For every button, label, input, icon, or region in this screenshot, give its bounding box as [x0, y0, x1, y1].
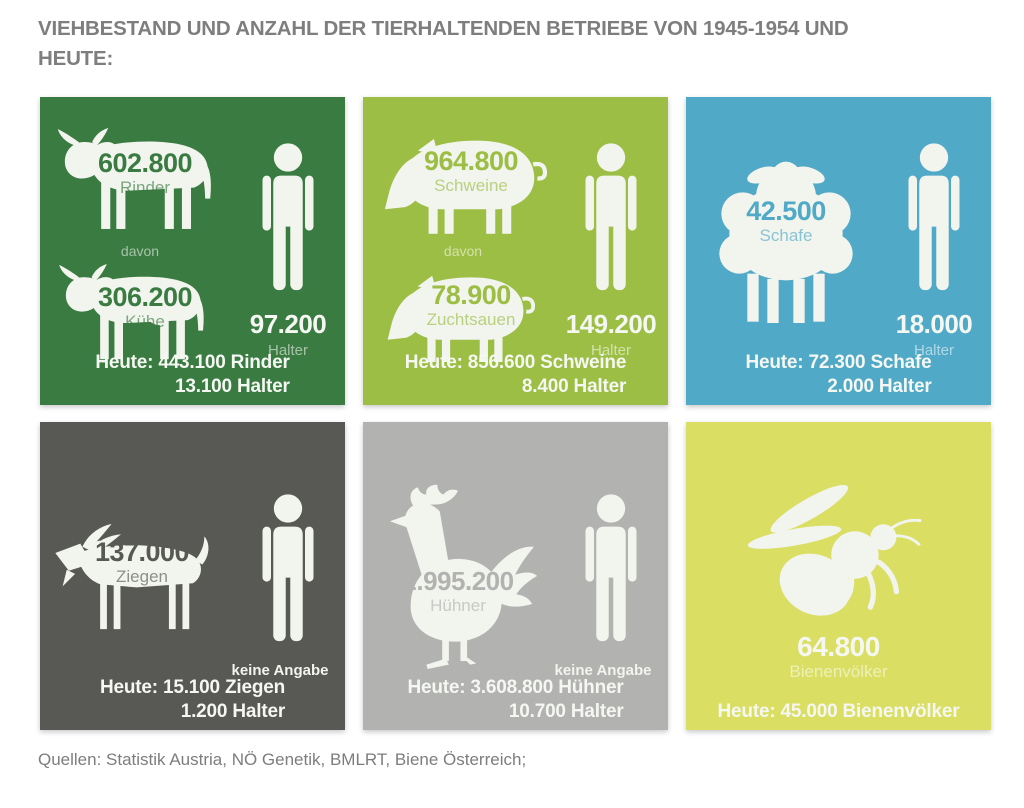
holder-block: 149.200 Halter	[555, 309, 667, 359]
today-block: Heute: 3.608.800 Hühner 10.700 Halter	[363, 676, 668, 724]
animal-label: Rinder	[119, 178, 171, 198]
today-line-1: Heute: 443.100 Rinder	[95, 352, 290, 373]
animal-count-block: 64.800 Bienenvölker	[686, 632, 991, 682]
source-caption: Quellen: Statistik Austria, NÖ Genetik, …	[38, 750, 527, 769]
tile-bienen: 64.800 Bienenvölker Heute: 45.000 Bienen…	[686, 422, 991, 730]
today-line-2: 2.000 Halter	[827, 376, 932, 397]
animal-label: Zuchtsauen	[426, 310, 516, 330]
animal-count-block: 964.800 Schweine	[401, 147, 541, 196]
keine-angabe-note: keine Angabe	[554, 662, 652, 679]
today-line-2: 8.400 Halter	[521, 376, 627, 397]
holder-label: Halter	[590, 342, 631, 359]
animal-count-block: 306.200 Kühe	[75, 283, 215, 332]
sheep-icon	[706, 131, 866, 343]
tile-schweine: 964.800 Schweine davon 78.900 Zuchtsauen	[363, 97, 668, 405]
animal-count: 602.800	[97, 148, 193, 178]
animal-label: Hühner	[430, 596, 486, 616]
today-block: Heute: 72.300 Schafe 2.000 Halter	[686, 351, 991, 399]
cow-icon	[52, 127, 220, 233]
today-line-1: Heute: 72.300 Schafe	[745, 352, 932, 373]
today-line-2: 1.200 Halter	[180, 701, 286, 722]
divider-label: davon	[443, 243, 483, 259]
today-block: Heute: 856.600 Schweine 8.400 Halter	[363, 351, 668, 399]
goat-icon	[48, 510, 220, 644]
pig-icon	[371, 125, 547, 237]
person-icon	[254, 478, 322, 658]
person-icon	[254, 127, 322, 307]
rooster-icon	[379, 472, 537, 686]
holder-count: 149.200	[565, 309, 657, 339]
today-line-1: Heute: 15.100 Ziegen	[99, 677, 286, 698]
animal-label: Ziegen	[116, 567, 168, 587]
holder-count: 18.000	[895, 309, 973, 339]
animal-count: 42.500	[746, 196, 826, 226]
person-icon	[577, 127, 645, 307]
today-line-1: Heute: 856.600 Schweine	[404, 352, 627, 373]
page-title-line1: VIEHBESTAND UND ANZAHL DER TIERHALTENDEN…	[38, 17, 849, 40]
today-line-1: Heute: 45.000 Bienenvölker	[717, 701, 960, 722]
animal-count-block: 78.900 Zuchtsauen	[401, 281, 541, 330]
animal-count: 78.900	[431, 280, 511, 310]
pig-icon	[375, 263, 535, 365]
today-block: Heute: 45.000 Bienenvölker	[686, 700, 991, 724]
today-block: Heute: 443.100 Rinder 13.100 Halter	[40, 351, 345, 399]
today-line-2: 10.700 Halter	[508, 701, 624, 722]
person-icon	[577, 478, 645, 658]
tile-huehner: 2.995.200 Hühner keine Angabe Heute: 3.6…	[363, 422, 668, 730]
today-line-1: Heute: 3.608.800 Hühner	[407, 677, 624, 698]
holder-count: 97.200	[249, 309, 327, 339]
page-title: VIEHBESTAND UND ANZAHL DER TIERHALTENDEN…	[38, 14, 998, 74]
tile-schafe: 42.500 Schafe 18.000 Halter Heute: 72.30…	[686, 97, 991, 405]
today-line-2: 13.100 Halter	[175, 376, 290, 397]
animal-count-block: 602.800 Rinder	[75, 149, 215, 198]
holder-block: 18.000 Halter	[878, 309, 990, 359]
animal-label: Schafe	[759, 226, 813, 246]
animal-label: Bienenvölker	[789, 662, 888, 682]
infographic-grid: 602.800 Rinder davon 306.200 Kühe	[40, 97, 991, 730]
person-icon	[900, 127, 968, 307]
animal-count-block: 42.500 Schafe	[714, 197, 858, 246]
holder-label: Halter	[913, 342, 954, 359]
animal-label: Schweine	[434, 176, 508, 196]
tile-rinder: 602.800 Rinder davon 306.200 Kühe	[40, 97, 345, 405]
cow-icon	[54, 263, 212, 363]
today-block: Heute: 15.100 Ziegen 1.200 Halter	[40, 676, 345, 724]
tile-ziegen: 137.000 Ziegen keine Angabe Heute: 15.10…	[40, 422, 345, 730]
animal-count-block: 137.000 Ziegen	[72, 538, 212, 587]
bee-icon	[734, 478, 938, 632]
animal-count-block: 2.995.200 Hühner	[368, 566, 548, 616]
page-title-line2: HEUTE:	[38, 47, 114, 70]
animal-count: 137.000	[94, 537, 190, 567]
keine-angabe-note: keine Angabe	[231, 662, 329, 679]
animal-count: 2.995.200	[402, 566, 514, 596]
animal-count: 64.800	[797, 631, 880, 662]
holder-label: Halter	[267, 342, 308, 359]
divider-label: davon	[120, 243, 160, 259]
animal-count: 964.800	[423, 146, 519, 176]
animal-label: Kühe	[125, 312, 165, 332]
holder-block: 97.200 Halter	[232, 309, 344, 359]
animal-count: 306.200	[97, 282, 193, 312]
